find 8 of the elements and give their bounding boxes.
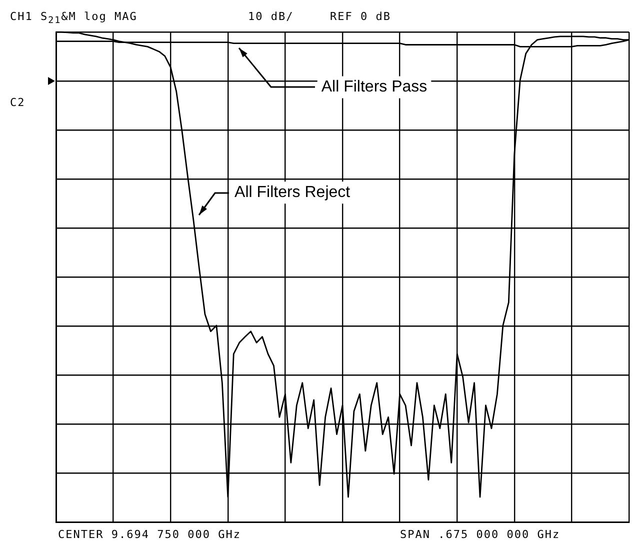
- legend-label: All Filters Reject: [234, 184, 351, 202]
- text: C2: [10, 96, 26, 110]
- text: All Filters Pass: [321, 78, 428, 96]
- text: CENTER 9.694 750 000 GHz: [58, 528, 241, 542]
- text: CH1 S$_{21}$&M log MAG: [10, 10, 138, 28]
- text: 10 dB/: [248, 10, 294, 24]
- text: SPAN .675 000 000 GHz: [400, 528, 560, 542]
- text: REF 0 dB: [330, 10, 391, 24]
